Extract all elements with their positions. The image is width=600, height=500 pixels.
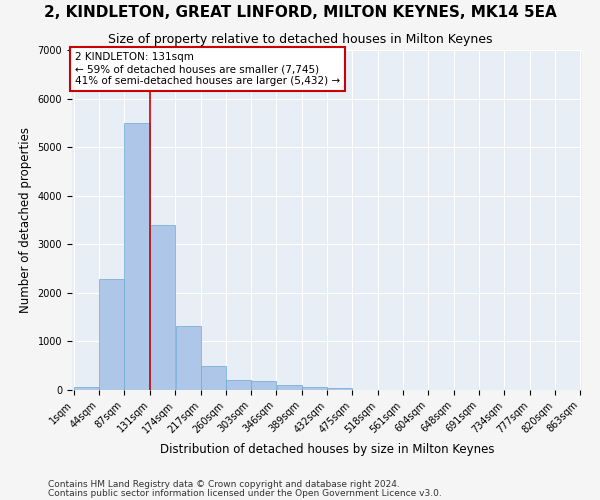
Text: 2 KINDLETON: 131sqm
← 59% of detached houses are smaller (7,745)
41% of semi-det: 2 KINDLETON: 131sqm ← 59% of detached ho… (75, 52, 340, 86)
X-axis label: Distribution of detached houses by size in Milton Keynes: Distribution of detached houses by size … (160, 443, 494, 456)
Text: Contains HM Land Registry data © Crown copyright and database right 2024.: Contains HM Land Registry data © Crown c… (48, 480, 400, 489)
Text: Size of property relative to detached houses in Milton Keynes: Size of property relative to detached ho… (108, 32, 492, 46)
Bar (124, 124, 150, 390)
Bar (150, 225, 175, 390)
Text: Contains public sector information licensed under the Open Government Licence v3: Contains public sector information licen… (48, 490, 442, 498)
Bar (327, 388, 352, 390)
Bar (99, 280, 124, 390)
Y-axis label: Number of detached properties: Number of detached properties (19, 127, 32, 313)
Bar (74, 386, 99, 390)
Bar (176, 326, 200, 390)
Text: 2, KINDLETON, GREAT LINFORD, MILTON KEYNES, MK14 5EA: 2, KINDLETON, GREAT LINFORD, MILTON KEYN… (44, 5, 556, 20)
Bar (302, 387, 327, 390)
Bar (277, 386, 302, 390)
Bar (201, 366, 226, 390)
Bar (251, 382, 277, 390)
Bar (226, 380, 251, 390)
